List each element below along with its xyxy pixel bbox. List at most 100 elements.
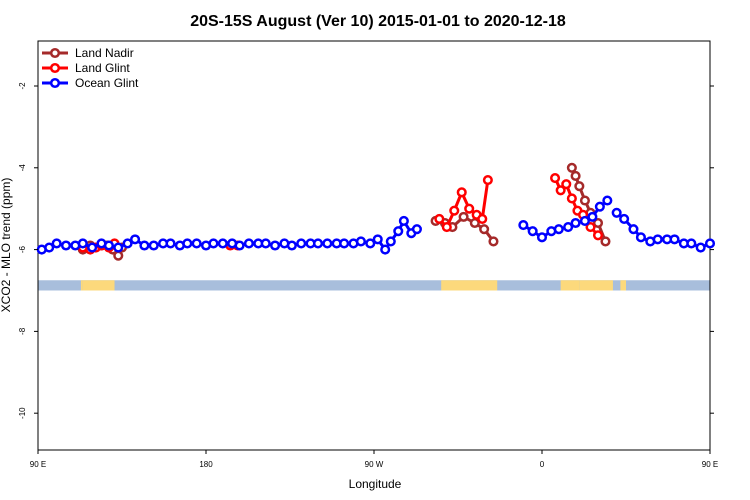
x-tick-label: 90 E: [702, 460, 718, 469]
data-point: [385, 236, 396, 247]
data-point: [704, 238, 716, 249]
data-point: [635, 232, 646, 243]
series-land-glint: [77, 172, 604, 255]
series-ocean-glint: [36, 195, 716, 255]
data-point: [312, 238, 324, 249]
data-point: [139, 240, 150, 251]
data-point: [208, 238, 219, 249]
data-point: [669, 234, 680, 245]
data-point: [456, 187, 467, 198]
data-point: [449, 205, 460, 216]
data-point: [77, 238, 88, 249]
data-point: [411, 224, 422, 235]
data-point: [44, 242, 55, 253]
data-point: [619, 213, 630, 224]
data-point: [441, 222, 452, 233]
data-point: [570, 217, 581, 229]
data-point: [270, 240, 281, 251]
y-tick-label: -4: [18, 164, 27, 172]
legend-marker: [49, 77, 61, 89]
land-band-segment: [560, 280, 580, 291]
data-point: [113, 242, 124, 253]
data-point: [87, 242, 98, 253]
data-point: [555, 185, 566, 196]
data-point: [398, 215, 409, 227]
chart-title: 20S-15S August (Ver 10) 2015-01-01 to 20…: [190, 13, 566, 30]
data-point: [479, 224, 490, 235]
data-point: [550, 172, 561, 184]
legend-label: Land Nadir: [75, 46, 134, 60]
data-point: [566, 162, 577, 173]
ocean-band: [38, 280, 710, 291]
data-point: [434, 213, 445, 224]
y-axis: -2 -4 -6 -8 -10: [18, 82, 714, 419]
y-axis-label: XCO2 - MLO trend (ppm): [0, 178, 13, 313]
data-point: [130, 234, 141, 245]
land-band-segment: [82, 280, 115, 291]
data-point: [243, 238, 254, 249]
legend-label: Ocean Glint: [75, 76, 139, 90]
data-point: [518, 220, 529, 231]
data-point: [234, 240, 245, 251]
land-mask-band: [38, 280, 710, 291]
y-tick-label: -8: [18, 327, 27, 335]
data-point: [611, 207, 622, 218]
plot-area: [36, 40, 716, 451]
data-point: [628, 224, 639, 235]
data-point: [592, 217, 604, 229]
data-point: [477, 213, 488, 224]
data-point: [488, 236, 499, 247]
data-point: [458, 211, 469, 222]
data-point: [113, 250, 124, 261]
data-point: [592, 230, 604, 241]
data-point: [51, 238, 62, 249]
data-point: [260, 238, 271, 249]
data-point: [393, 226, 404, 237]
data-point: [527, 226, 538, 237]
data-point: [217, 238, 228, 249]
x-tick-label: 90 E: [30, 460, 46, 469]
data-point: [339, 238, 350, 249]
land-band-segment: [441, 280, 498, 291]
data-point: [574, 181, 585, 192]
y-tick-label: -2: [18, 82, 27, 90]
data-point: [122, 238, 133, 249]
x-axis: 90 E 180 90 W 0 90 E: [30, 450, 718, 469]
data-point: [464, 203, 475, 214]
data-point: [103, 240, 114, 251]
data-point: [165, 238, 176, 249]
data-point: [365, 238, 376, 249]
data-point: [536, 232, 548, 243]
data-point: [566, 193, 577, 204]
data-point: [60, 240, 72, 251]
series-layer: [36, 162, 716, 261]
legend-marker: [49, 62, 61, 74]
data-point: [322, 238, 333, 249]
data-point: [579, 215, 590, 227]
y-tick-label: -10: [18, 407, 27, 419]
data-point: [182, 238, 193, 249]
data-point: [686, 238, 697, 249]
data-point: [602, 195, 613, 206]
data-point: [380, 244, 391, 255]
data-point: [372, 234, 383, 245]
data-point: [594, 201, 605, 212]
data-point: [296, 238, 307, 249]
data-point: [587, 211, 598, 222]
data-point: [585, 222, 596, 233]
y-tick-label: -6: [18, 245, 27, 253]
land-band-segment: [620, 280, 626, 291]
data-point: [148, 240, 159, 251]
legend-marker: [49, 47, 61, 59]
data-point: [355, 236, 366, 247]
data-point: [652, 234, 663, 245]
data-point: [191, 238, 202, 249]
x-tick-label: 0: [540, 460, 545, 469]
x-tick-label: 90 W: [365, 460, 384, 469]
land-band-segment: [579, 280, 613, 291]
x-axis-label: Longitude: [349, 477, 402, 491]
data-point: [570, 170, 581, 182]
x-tick-label: 180: [199, 460, 213, 469]
